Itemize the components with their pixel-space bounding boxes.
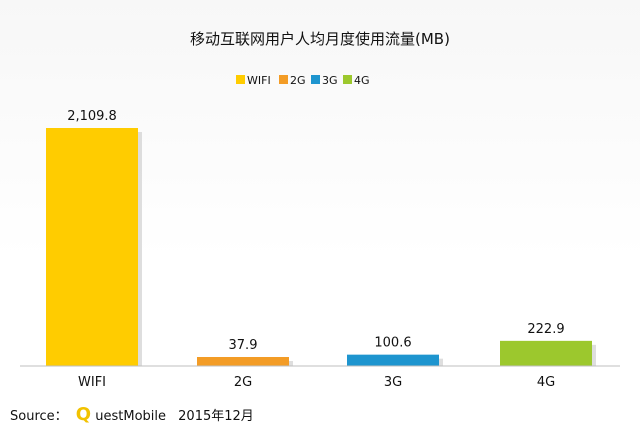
x-axis-ticks: WIFI 2G 3G 4G — [78, 375, 555, 390]
legend-label-2g: 2G — [290, 74, 306, 87]
bar-4g — [500, 340, 592, 366]
legend-swatch-4g — [343, 75, 352, 84]
value-label-wifi: 2,109.8 — [67, 109, 117, 124]
legend-swatch-wifi — [236, 75, 245, 84]
bars: 2,109.8 37.9 100.6 222.9 — [46, 109, 596, 366]
bar-2g — [197, 357, 289, 366]
value-label-4g: 222.9 — [527, 322, 564, 337]
bar-wifi — [46, 128, 138, 366]
x-tick-label-wifi: WIFI — [78, 375, 106, 390]
legend-label-3g: 3G — [322, 74, 338, 87]
legend: WIFI 2G 3G 4G — [236, 74, 370, 87]
svg-text:Source： Q uest: Source： Q uestMobile 2015年12月 — [10, 404, 254, 425]
source-label: Source： — [10, 409, 68, 424]
source-line: Source： Q uestMobile 2015年12月 — [10, 404, 254, 425]
bar-3g — [347, 354, 439, 366]
legend-swatch-3g — [311, 75, 320, 84]
x-tick-label-2g: 2G — [234, 375, 252, 390]
source-date: 2015年12月 — [178, 409, 254, 424]
brand-logo-q: Q — [76, 404, 91, 425]
legend-label-wifi: WIFI — [247, 74, 271, 87]
brand-logo-name: uestMobile — [95, 409, 166, 424]
x-tick-label-3g: 3G — [384, 375, 402, 390]
x-tick-label-4g: 4G — [537, 375, 555, 390]
chart-title: 移动互联网用户人均月度使用流量(MB) — [190, 30, 450, 48]
value-label-3g: 100.6 — [374, 336, 411, 351]
legend-label-4g: 4G — [354, 74, 370, 87]
value-label-2g: 37.9 — [229, 338, 258, 353]
legend-swatch-2g — [279, 75, 288, 84]
